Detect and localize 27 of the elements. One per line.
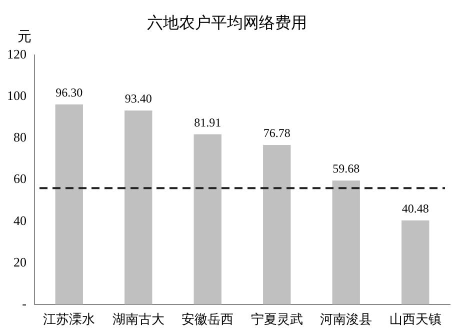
x-tick-label: 河南浚县 xyxy=(320,312,372,327)
x-tick-label: 安徽岳西 xyxy=(182,312,234,327)
data-label: 96.30 xyxy=(56,86,83,100)
x-tick-label: 湖南古大 xyxy=(112,312,164,327)
bar xyxy=(124,110,152,304)
data-label: 76.78 xyxy=(263,126,290,140)
y-tick-label: 40 xyxy=(14,212,26,228)
data-label: 59.68 xyxy=(332,162,360,176)
y-axis-title: 元 xyxy=(18,30,32,46)
data-label: 81.91 xyxy=(194,115,222,130)
bar xyxy=(402,220,430,304)
y-tick-label: 60 xyxy=(14,171,26,186)
data-label: 40.48 xyxy=(402,201,429,216)
x-tick-label: 江苏溧水 xyxy=(43,312,96,327)
bar xyxy=(332,180,360,304)
y-tick-label: 100 xyxy=(7,88,26,104)
chart-title: 六地农户平均网络费用 xyxy=(147,14,307,32)
bar xyxy=(194,134,222,304)
bar xyxy=(263,144,291,304)
y-tick-label: 80 xyxy=(14,130,26,145)
y-tick-label: 120 xyxy=(7,46,26,62)
y-tick-label: 20 xyxy=(14,254,26,270)
data-label: 93.40 xyxy=(124,92,152,106)
x-tick-label: 宁夏灵武 xyxy=(250,312,303,327)
bar xyxy=(55,104,83,304)
x-tick-label: 山西天镇 xyxy=(389,312,442,327)
y-tick-label: - xyxy=(22,296,26,311)
